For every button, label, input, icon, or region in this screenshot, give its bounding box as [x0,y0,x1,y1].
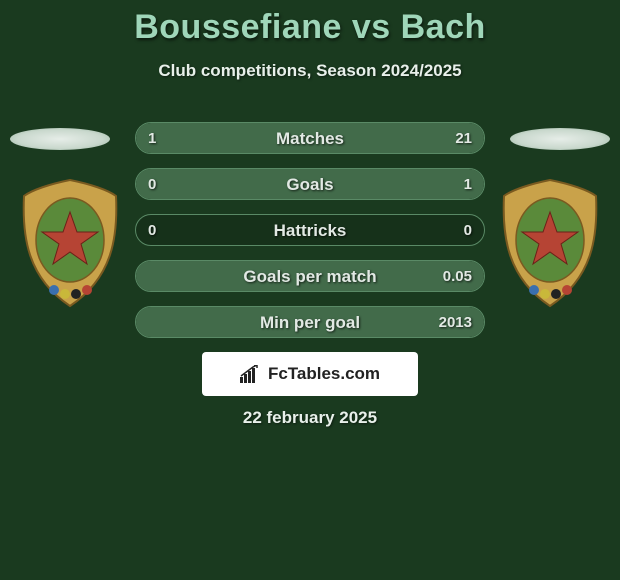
stat-label: Hattricks [136,215,484,245]
brand-box[interactable]: FcTables.com [202,352,418,396]
stat-row: 121Matches [135,122,485,154]
stat-label: Goals [136,169,484,199]
brand-chart-icon [240,365,262,383]
stat-row: 00Hattricks [135,214,485,246]
stat-row: 0.05Goals per match [135,260,485,292]
stat-label: Goals per match [136,261,484,291]
platform-right [510,128,610,150]
page-title: Boussefiane vs Bach [0,0,620,47]
brand-text: FcTables.com [268,364,380,384]
subtitle: Club competitions, Season 2024/2025 [0,61,620,81]
stat-row: 01Goals [135,168,485,200]
date-text: 22 february 2025 [0,408,620,428]
stat-label: Matches [136,123,484,153]
stat-label: Min per goal [136,307,484,337]
platform-left [10,128,110,150]
team-crest-right [500,178,600,308]
team-crest-left [20,178,120,308]
stats-container: 121Matches 01Goals 00Hattricks 0.05Goals pe… [135,122,485,352]
stat-row: 2013Min per goal [135,306,485,338]
